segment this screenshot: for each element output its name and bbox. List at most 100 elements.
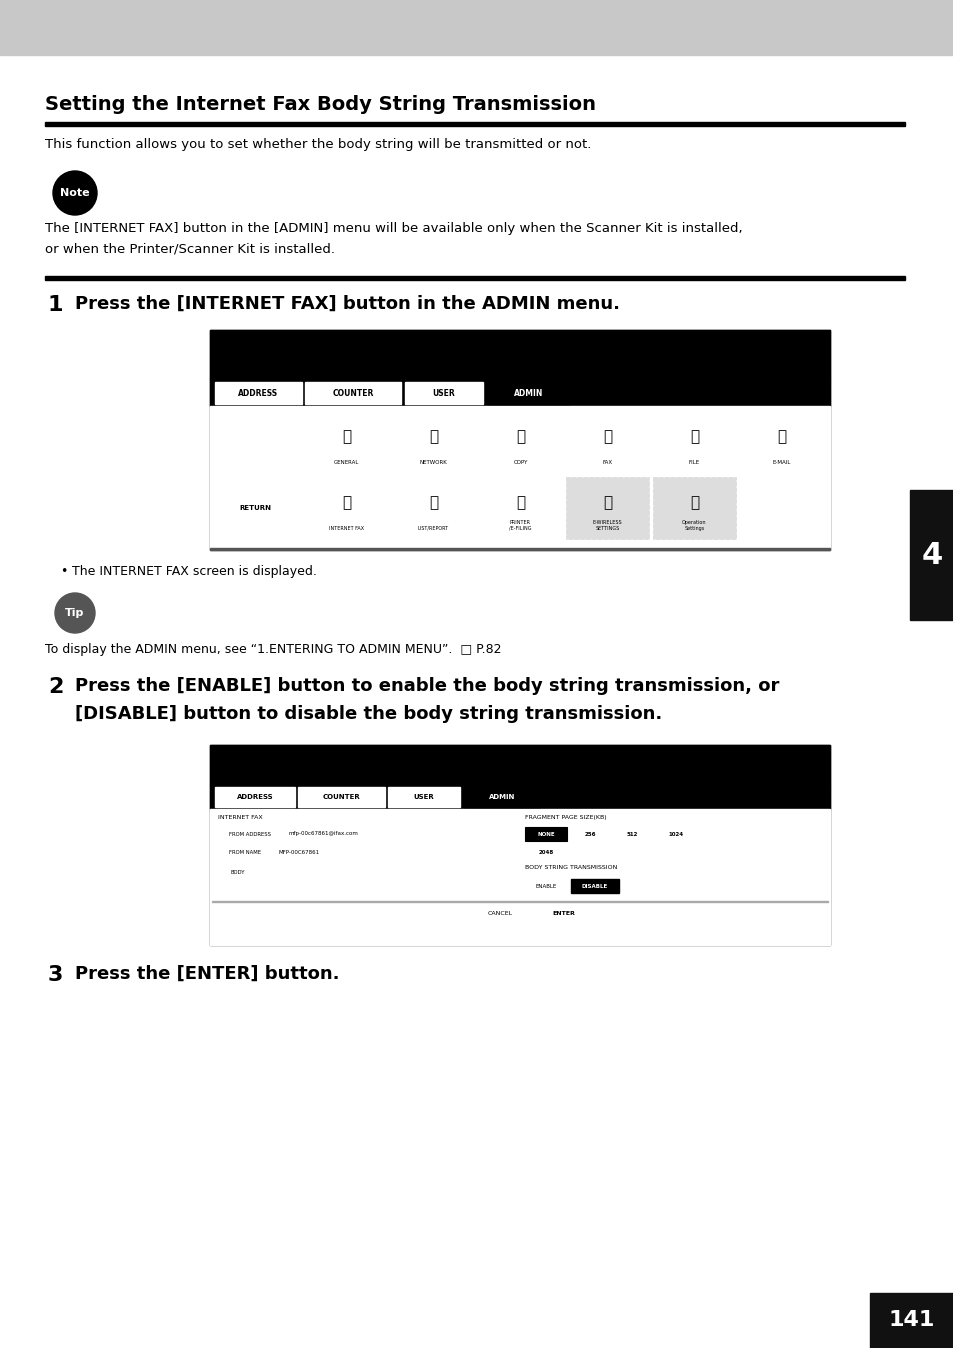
FancyBboxPatch shape: [215, 496, 294, 520]
Text: ADDRESS: ADDRESS: [238, 388, 278, 398]
Text: PRINTER
/E-FILING: PRINTER /E-FILING: [509, 520, 531, 531]
Bar: [488, 381, 569, 404]
Text: E-WIRELESS
SETTINGS: E-WIRELESS SETTINGS: [592, 520, 621, 531]
Text: LIST/REPORT: LIST/REPORT: [417, 526, 449, 531]
Text: •: •: [60, 565, 68, 578]
Bar: [305, 477, 388, 539]
Text: FROM ADDRESS: FROM ADDRESS: [230, 832, 272, 837]
Text: Press the [INTERNET FAX] button in the ADMIN menu.: Press the [INTERNET FAX] button in the A…: [75, 295, 619, 313]
Text: GENERAL: GENERAL: [334, 460, 359, 465]
Text: 2048: 2048: [537, 851, 553, 856]
Bar: [274, 847, 439, 860]
Text: BODY STRING TRANSMISSION: BODY STRING TRANSMISSION: [524, 865, 617, 869]
Text: INTERNET FAX: INTERNET FAX: [329, 526, 364, 531]
Text: 🔧: 🔧: [341, 496, 351, 511]
Text: 🔧: 🔧: [516, 430, 524, 445]
Bar: [210, 745, 829, 945]
Bar: [45, 123, 904, 125]
Text: This function allows you to set whether the body string will be transmitted or n: This function allows you to set whether …: [45, 137, 591, 151]
Bar: [613, 828, 650, 841]
Bar: [210, 330, 829, 550]
Bar: [534, 906, 592, 921]
Text: ENABLE: ENABLE: [535, 883, 556, 888]
Text: Press the [ENABLE] button to enable the body string transmission, or: Press the [ENABLE] button to enable the …: [75, 677, 779, 696]
Text: ADMIN: ADMIN: [514, 388, 543, 398]
Bar: [210, 406, 829, 550]
Bar: [297, 787, 385, 807]
Text: 4: 4: [921, 541, 942, 569]
Text: [DISABLE] button to disable the body string transmission.: [DISABLE] button to disable the body str…: [75, 705, 661, 723]
Text: E-MAIL: E-MAIL: [772, 460, 790, 465]
Text: USER: USER: [414, 794, 434, 799]
Circle shape: [53, 171, 97, 214]
Bar: [214, 787, 294, 807]
Text: or when the Printer/Scanner Kit is installed.: or when the Printer/Scanner Kit is insta…: [45, 243, 335, 255]
Text: 141: 141: [888, 1310, 934, 1330]
Text: COPY: COPY: [513, 460, 527, 465]
Text: 🔧: 🔧: [689, 496, 699, 511]
Text: 🔧: 🔧: [429, 496, 437, 511]
Bar: [218, 828, 283, 841]
Text: The [INTERNET FAX] button in the [ADMIN] menu will be available only when the Sc: The [INTERNET FAX] button in the [ADMIN]…: [45, 222, 741, 235]
Bar: [392, 411, 475, 473]
Text: To display the ADMIN menu, see “1.ENTERING TO ADMIN MENU”.  □ P.82: To display the ADMIN menu, see “1.ENTERI…: [45, 643, 501, 656]
Bar: [565, 411, 648, 473]
Text: ADDRESS: ADDRESS: [236, 794, 273, 799]
Text: 🔧: 🔧: [516, 496, 524, 511]
Bar: [652, 411, 735, 473]
Text: ENTER: ENTER: [552, 911, 575, 917]
Text: NETWORK: NETWORK: [419, 460, 447, 465]
Bar: [909, 491, 953, 620]
Text: 512: 512: [626, 832, 637, 837]
Bar: [218, 847, 273, 860]
Text: FRAGMENT PAGE SIZE(KB): FRAGMENT PAGE SIZE(KB): [524, 816, 606, 820]
Text: 1: 1: [48, 295, 64, 315]
Text: 🔧: 🔧: [602, 496, 612, 511]
Bar: [214, 381, 302, 404]
Bar: [463, 787, 539, 807]
Bar: [305, 381, 400, 404]
Text: mfp-00c67861@ifax.com: mfp-00c67861@ifax.com: [289, 832, 358, 837]
Text: FROM NAME: FROM NAME: [230, 851, 261, 856]
Text: COUNTER: COUNTER: [332, 388, 374, 398]
Text: 🔧: 🔧: [429, 430, 437, 445]
Bar: [210, 785, 829, 809]
Bar: [210, 809, 829, 945]
Text: FAX: FAX: [601, 460, 612, 465]
Text: 2: 2: [48, 677, 63, 697]
Bar: [478, 477, 561, 539]
Text: RETURN: RETURN: [239, 506, 271, 511]
Bar: [740, 411, 822, 473]
Bar: [524, 879, 566, 892]
Bar: [260, 865, 439, 879]
Bar: [524, 828, 566, 841]
Bar: [565, 477, 648, 539]
Text: DISABLE: DISABLE: [581, 883, 607, 888]
Text: The INTERNET FAX screen is displayed.: The INTERNET FAX screen is displayed.: [71, 565, 316, 578]
Bar: [652, 477, 735, 539]
Bar: [488, 381, 569, 404]
Bar: [405, 381, 482, 404]
Text: MFP-00C67861: MFP-00C67861: [278, 851, 320, 856]
Bar: [571, 879, 618, 892]
Bar: [869, 1293, 953, 1348]
Bar: [218, 865, 257, 879]
Bar: [45, 276, 904, 280]
Bar: [210, 380, 829, 406]
Text: INTERNET FAX: INTERNET FAX: [218, 816, 262, 820]
Text: 🔧: 🔧: [689, 430, 699, 445]
Text: CANCEL: CANCEL: [487, 911, 513, 917]
Bar: [655, 828, 697, 841]
Text: 🔧: 🔧: [602, 430, 612, 445]
Bar: [285, 828, 439, 841]
Text: 1024: 1024: [668, 832, 683, 837]
Bar: [210, 330, 829, 380]
Text: 3: 3: [48, 965, 63, 985]
Text: Press the [ENTER] button.: Press the [ENTER] button.: [75, 965, 339, 983]
Text: FILE: FILE: [688, 460, 700, 465]
Bar: [210, 745, 829, 785]
Text: Operation
Settings: Operation Settings: [681, 520, 706, 531]
Bar: [210, 549, 829, 550]
Circle shape: [55, 593, 95, 634]
Text: 256: 256: [583, 832, 595, 837]
